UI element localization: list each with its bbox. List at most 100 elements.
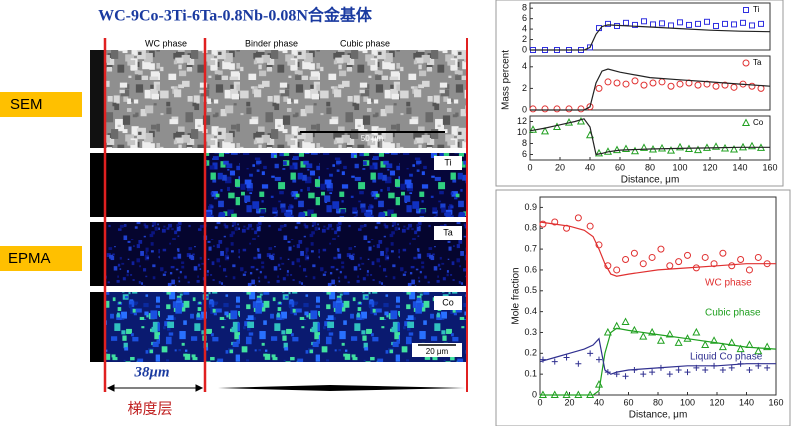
y-tick-label: 0.4 — [524, 306, 537, 316]
x-tick-label: 60 — [615, 162, 625, 172]
marker-circle — [553, 105, 561, 113]
y-tick-label: 0 — [532, 389, 537, 399]
map-label: Ta — [443, 227, 453, 237]
gradient-width: 38μm — [133, 364, 169, 380]
chart-panel — [495, 189, 791, 426]
series-label: Liquid Co phase — [690, 352, 763, 363]
marker-triangle — [711, 142, 721, 150]
map-label: Ti — [444, 157, 451, 167]
marker-circle — [639, 260, 647, 268]
legend-label: Ti — [753, 5, 760, 14]
marker-circle — [586, 103, 594, 111]
marker-square — [749, 22, 755, 29]
marker-triangle — [621, 144, 631, 152]
marker-plus — [675, 366, 682, 373]
y-tick-label: 8 — [522, 138, 527, 148]
x-tick-label: 120 — [709, 397, 724, 407]
marker-triangle — [639, 143, 649, 151]
marker-circle — [613, 266, 621, 274]
marker-plus — [563, 354, 570, 361]
marker-circle — [649, 79, 657, 87]
x-tick-label: 40 — [594, 397, 604, 407]
marker-square — [740, 19, 746, 26]
marker-triangle — [693, 145, 703, 154]
model-line — [539, 221, 776, 277]
marker-circle — [622, 256, 630, 264]
marker-circle — [676, 80, 684, 88]
ta-map — [90, 222, 468, 286]
marker-square — [587, 44, 593, 51]
marker-circle — [539, 220, 547, 228]
marker-triangle — [666, 146, 676, 154]
x-tick-label: 80 — [645, 162, 655, 172]
map-tag — [434, 296, 462, 310]
scale-tag — [412, 343, 462, 357]
marker-triangle — [675, 142, 685, 151]
marker-plus — [702, 366, 709, 373]
phase-label: WC phase — [145, 38, 187, 48]
marker-triangle — [692, 327, 701, 336]
x-tick-label: 120 — [702, 162, 717, 172]
marker-circle — [694, 81, 702, 89]
phase-label: Cubic phase — [340, 38, 390, 48]
x-tick-label: 0 — [537, 397, 542, 407]
marker-circle — [703, 80, 711, 88]
x-tick-label: 0 — [527, 162, 532, 172]
legend-label: Co — [753, 118, 764, 127]
marker-triangle — [552, 122, 562, 130]
marker-triangle — [576, 116, 586, 125]
marker-circle — [675, 258, 683, 266]
marker-square — [677, 19, 683, 26]
matrix-arrow — [218, 385, 465, 391]
marker-circle — [595, 84, 603, 92]
marker-square — [632, 21, 638, 28]
marker-circle — [630, 249, 638, 257]
x-tick-label: 140 — [739, 397, 754, 407]
y-tick-label: 4 — [522, 61, 527, 71]
marker-circle — [604, 78, 612, 86]
y-tick-label: 0.1 — [524, 369, 537, 379]
marker-circle — [745, 266, 753, 274]
marker-circle — [684, 251, 691, 259]
y-tick-label: 0.2 — [524, 348, 537, 358]
co-map — [90, 292, 468, 362]
sem-header — [90, 38, 468, 50]
series-label: Cubic phase — [705, 308, 761, 319]
marker-circle — [728, 262, 736, 270]
sem-image — [90, 50, 468, 148]
title: WC-9Co-3Ti-6Ta-0.8Nb-0.08N合金基体 — [98, 6, 373, 25]
marker-circle — [613, 79, 621, 87]
x-tick-label: 100 — [680, 397, 695, 407]
y-tick-label: 0.5 — [524, 285, 537, 295]
marker-triangle — [656, 336, 665, 344]
marker-circle — [667, 82, 675, 90]
scale-label: 50 μm — [361, 134, 384, 143]
marker-triangle — [630, 146, 640, 155]
y-tick-label: 0.7 — [524, 243, 537, 253]
marker-triangle — [741, 118, 751, 126]
marker-triangle — [612, 145, 622, 154]
marker-circle — [737, 256, 745, 264]
y-axis-label: Mass percent — [501, 50, 512, 110]
marker-triangle — [639, 332, 648, 340]
sem-label: SEM — [10, 96, 43, 113]
marker-triangle — [718, 342, 727, 351]
marker-circle — [710, 260, 718, 268]
legend-label: Ta — [753, 58, 762, 67]
marker-plus — [575, 360, 582, 367]
model-line — [539, 337, 776, 375]
marker-triangle — [630, 325, 639, 334]
gradient-arrow — [106, 384, 204, 392]
marker-square — [722, 20, 728, 27]
map-tag — [434, 156, 462, 170]
marker-triangle — [621, 317, 630, 326]
plot-frame — [529, 2, 771, 51]
marker-square — [641, 18, 647, 25]
marker-circle — [622, 80, 630, 88]
ta-map-dark — [90, 222, 104, 286]
x-tick-label: 80 — [653, 397, 663, 407]
marker-triangle — [763, 342, 772, 351]
marker-circle — [754, 253, 762, 261]
co-map-dark — [90, 292, 104, 362]
